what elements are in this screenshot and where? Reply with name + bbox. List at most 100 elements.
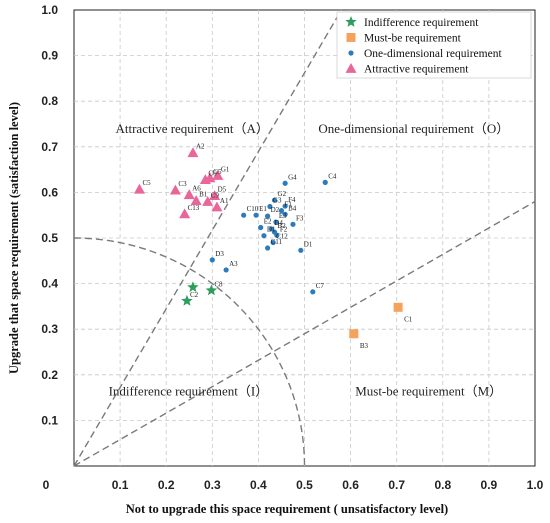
point-label: C1 — [404, 315, 413, 323]
region-label-must-be: Must-be requirement（M） — [355, 383, 502, 398]
y-tick-label: 0.2 — [41, 368, 58, 382]
legend-label: Attractive requirement — [364, 64, 469, 76]
data-point — [199, 174, 211, 185]
data-point — [271, 197, 278, 203]
data-point — [179, 208, 191, 219]
data-point — [282, 211, 288, 217]
data-point — [187, 281, 199, 293]
point-label: A3 — [229, 260, 238, 268]
point-label: C3 — [178, 180, 187, 188]
origin-label: 0 — [43, 478, 50, 492]
data-point — [282, 180, 288, 186]
data-point — [190, 195, 202, 206]
data-point — [209, 190, 221, 200]
x-tick-label: 0.3 — [204, 478, 221, 492]
x-tick-label: 0.4 — [250, 478, 267, 492]
data-point — [298, 247, 304, 253]
data-point — [282, 203, 288, 209]
y-tick-label: 0.8 — [41, 94, 58, 108]
series-star: C2 C8 — [181, 280, 223, 306]
region-label-one-dimensional: One-dimensional requirement（O） — [318, 121, 509, 136]
x-tick-label: 1.0 — [527, 478, 544, 492]
legend-circle-marker — [348, 50, 354, 56]
point-label: F2 — [280, 225, 288, 233]
data-point — [181, 294, 193, 306]
x-tick-label: 0.5 — [296, 478, 313, 492]
point-label: E2 — [264, 218, 272, 226]
region-guides — [73, 9, 536, 467]
point-label: G5 — [213, 168, 222, 176]
point-label: A6 — [192, 185, 201, 193]
point-label: D4 — [274, 219, 283, 227]
data-point — [393, 302, 403, 312]
legend: Indifference requirement Must-be requirem… — [336, 11, 532, 79]
y-tick-label: 0.4 — [41, 277, 58, 291]
x-tick-label: 0.1 — [112, 478, 129, 492]
data-point — [265, 245, 271, 251]
point-label: F4 — [288, 196, 296, 204]
data-point — [258, 224, 264, 231]
indifference-arc — [73, 237, 306, 467]
point-label: C11 — [271, 238, 283, 246]
y-tick-label: 1.0 — [41, 3, 58, 17]
legend-star-marker — [345, 16, 357, 27]
point-label: D3 — [215, 250, 224, 258]
data-point — [183, 189, 195, 200]
legend-label: Indifference requirement — [364, 17, 479, 29]
point-label: D1 — [267, 226, 276, 234]
point-label: B1 — [199, 191, 208, 199]
upper-boundary-line — [73, 9, 342, 467]
point-label: C12 — [276, 233, 288, 241]
data-point — [211, 201, 223, 212]
x-tick-label: 0.6 — [342, 478, 359, 492]
point-label: B4 — [288, 204, 297, 212]
data-point — [253, 212, 259, 218]
point-label: E1 — [259, 205, 267, 213]
region-label-indifference: Indifference requirement（I） — [109, 383, 269, 398]
data-point — [349, 329, 359, 339]
point-label: G1 — [221, 166, 230, 174]
y-tick-label: 0.1 — [41, 413, 58, 427]
point-label: E3 — [279, 212, 287, 220]
data-point — [133, 183, 145, 194]
y-tick-label: 0.6 — [41, 185, 58, 199]
x-tick-label: 0.7 — [388, 478, 405, 492]
legend-label: One-dimensional requirement — [364, 48, 502, 60]
y-tick-label: 0.9 — [41, 49, 58, 63]
point-label: A2 — [196, 143, 205, 151]
legend-triangle-marker — [345, 63, 357, 73]
gridlines — [74, 10, 535, 466]
point-label: C10 — [247, 205, 259, 213]
point-label: F1 — [284, 201, 292, 209]
data-point — [273, 219, 279, 225]
x-axis-title: Not to upgrade this space requirement ( … — [126, 502, 448, 516]
data-point — [278, 208, 285, 214]
data-point — [261, 233, 267, 239]
point-label: C8 — [214, 280, 223, 288]
region-label-attractive: Attractive requirement（A） — [115, 121, 268, 136]
data-point — [265, 213, 271, 219]
series-square: C1 B3 — [349, 302, 413, 350]
point-label: A1 — [220, 197, 229, 205]
legend-square-marker — [346, 33, 356, 42]
data-point — [223, 267, 229, 273]
data-point — [274, 232, 280, 238]
data-point — [212, 170, 224, 180]
point-label: D1 — [304, 240, 313, 248]
point-label: B2 — [278, 222, 287, 230]
lower-boundary-line — [73, 200, 536, 467]
region-labels: Attractive requirement（A） One-dimensional… — [109, 121, 510, 398]
point-label: C6 — [208, 170, 217, 178]
point-label: F3 — [296, 214, 304, 222]
legend-box — [336, 11, 532, 79]
data-point — [169, 184, 181, 195]
data-point — [268, 226, 274, 232]
y-axis-title: Upgrade that space requirement (satisfac… — [7, 102, 21, 374]
data-point — [241, 212, 247, 218]
data-point — [187, 147, 199, 158]
point-label: G4 — [288, 173, 297, 181]
data-point — [267, 203, 273, 210]
